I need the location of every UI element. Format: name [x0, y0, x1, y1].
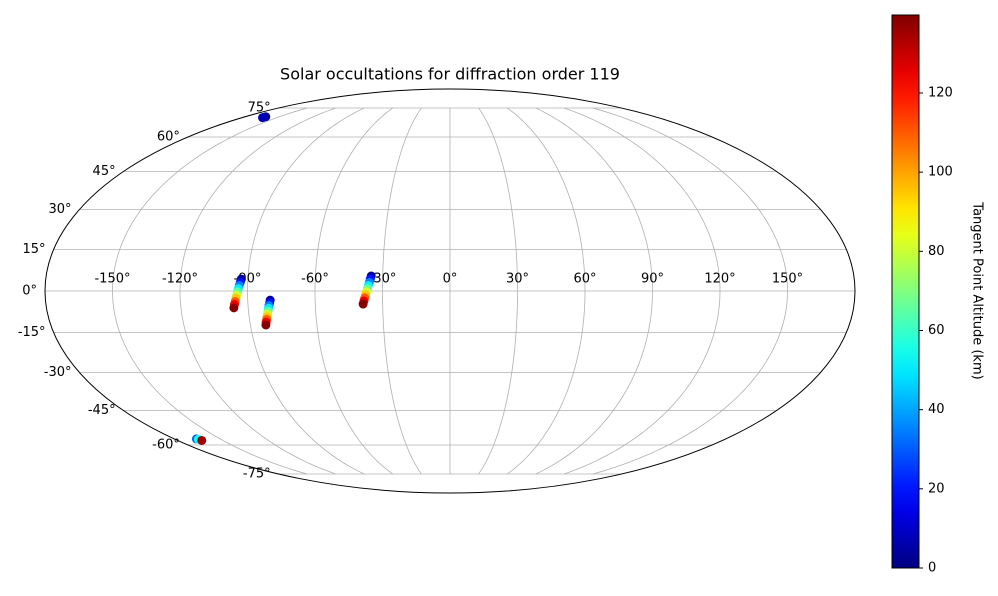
map-boundary — [44, 88, 856, 494]
data-point — [358, 299, 368, 309]
y-tick-label: -45° — [88, 403, 116, 418]
colorbar-tick-label: 20 — [928, 481, 945, 496]
y-tick-label: -60° — [152, 438, 180, 453]
x-tick-label: 120° — [704, 272, 735, 287]
x-tick-label: -120° — [162, 272, 198, 287]
chart-title: Solar occultations for diffraction order… — [280, 65, 620, 84]
y-tick-label: 30° — [48, 202, 71, 217]
data-point — [258, 113, 268, 123]
colorbar-tick-label: 80 — [928, 244, 945, 259]
colorbar-tick-label: 120 — [928, 85, 953, 100]
y-tick-label: 15° — [23, 242, 46, 257]
x-tick-label: 0° — [443, 272, 458, 287]
y-tick-label: 75° — [248, 100, 271, 115]
x-tick-label: -60° — [301, 272, 329, 287]
x-tick-label: 150° — [772, 272, 803, 287]
colorbar-tick-label: 40 — [928, 402, 945, 417]
y-tick-label: 60° — [157, 129, 180, 144]
x-tick-label: 90° — [641, 272, 664, 287]
colorbar-tick-label: 60 — [928, 323, 945, 338]
colorbar-label: Tangent Point Altitude (km) — [970, 201, 985, 379]
x-tick-label: -150° — [94, 272, 130, 287]
y-tick-label: -30° — [44, 365, 72, 380]
y-tick-label: -75° — [243, 467, 271, 482]
y-tick-label: 45° — [93, 164, 116, 179]
x-tick-label: 30° — [506, 272, 529, 287]
grid — [45, 107, 855, 475]
data-point — [261, 320, 271, 330]
colorbar-tick-label: 100 — [928, 165, 953, 180]
x-tick-label: 60° — [573, 272, 596, 287]
colorbar-tick-label: 0 — [928, 561, 936, 576]
y-tick-label: -15° — [18, 325, 46, 340]
colorbar — [891, 14, 920, 569]
y-tick-label: 0° — [22, 284, 37, 299]
data-point — [197, 435, 207, 445]
data-point — [229, 303, 239, 313]
